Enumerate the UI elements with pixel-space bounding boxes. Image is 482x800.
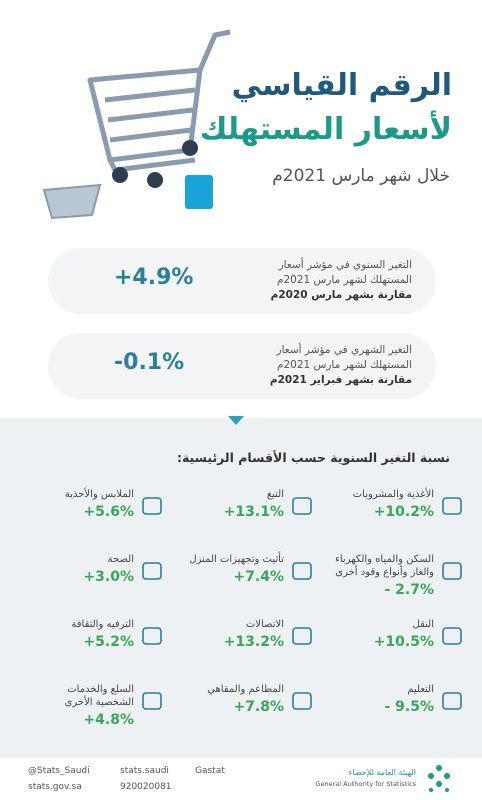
category-text: الصحة +3.0%: [83, 553, 134, 585]
category: الملابس والأحذية +5.6%: [14, 488, 164, 553]
card-text: التغير السنوي في مؤشر أسعار المستهلك لشهر…: [271, 258, 412, 303]
category: تأثيث وتجهيزات المنزل +7.4%: [164, 553, 314, 618]
category-label: السلع والخدمات الشخصية الأخرى: [64, 684, 134, 708]
org-name-en: General Authority for Statistics: [315, 780, 416, 788]
category-icon: [142, 692, 162, 710]
category-grid: الأغذية والمشروبات +10.2% التبغ +13.1% الملا…: [14, 488, 464, 748]
card-line: التغير السنوي في مؤشر أسعار: [278, 259, 412, 271]
category: الصحة +3.0%: [14, 553, 164, 618]
card-value: +4.9%: [114, 265, 194, 290]
category-icon: [142, 497, 162, 515]
category-value: +3.0%: [83, 569, 134, 585]
category-text: الترفيه والثقافة +5.2%: [71, 618, 134, 650]
category-text: الملابس والأحذية +5.6%: [65, 488, 134, 520]
title: الرقم القياسي: [231, 68, 452, 103]
category-label: التبغ: [266, 489, 284, 500]
category-label: النقل: [412, 619, 434, 630]
category-value: +5.6%: [83, 504, 134, 520]
category-value: +13.1%: [223, 504, 284, 520]
category-value: +10.5%: [373, 634, 434, 650]
org-name: الهيئة العامة للإحصاء: [348, 768, 416, 777]
category-value: - 2.7%: [384, 582, 434, 598]
category-text: التبغ +13.1%: [224, 488, 284, 520]
footer: @Stats_Saudi stats.saudi Gastat stats.go…: [0, 758, 482, 800]
summary-card: التغير السنوي في مؤشر أسعار المستهلك لشهر…: [48, 248, 436, 314]
category: السلع والخدمات الشخصية الأخرى +4.8%: [14, 683, 164, 748]
category-label: التعليم: [407, 684, 434, 695]
category-label: السكن والمياه والكهرباء والغاز وأنواع وق…: [335, 554, 434, 578]
category-icon: [292, 497, 312, 515]
card-line: مقارنة بشهر فبراير 2021م: [269, 374, 412, 386]
category: التعليم - 9.5%: [314, 683, 464, 748]
category-text: السلع والخدمات الشخصية الأخرى +4.8%: [26, 683, 134, 728]
category: الاتصالات +13.2%: [164, 618, 314, 683]
category-text: المطاعم والمقاهي +7.8%: [207, 683, 284, 715]
category-icon: [292, 692, 312, 710]
category-icon: [442, 497, 462, 515]
category-value: +7.8%: [233, 699, 284, 715]
category: التبغ +13.1%: [164, 488, 314, 553]
card-line: التغير الشهري في مؤشر أسعار: [276, 344, 412, 356]
twitter: @Stats_Saudi: [28, 766, 90, 776]
category-label: تأثيث وتجهيزات المنزل: [189, 554, 284, 565]
card-value: -0.1%: [114, 350, 185, 375]
category-value: - 9.5%: [384, 699, 434, 715]
card-text: التغير الشهري في مؤشر أسعار المستهلك لشهر…: [270, 343, 412, 388]
category-text: النقل +10.5%: [374, 618, 434, 650]
cart-illustration: [42, 29, 231, 220]
category-icon: [292, 562, 312, 580]
category: المطاعم والمقاهي +7.8%: [164, 683, 314, 748]
card-line: المستهلك لشهر مارس 2021م: [276, 359, 412, 371]
marker: [228, 416, 244, 425]
category-value: +13.2%: [223, 634, 284, 650]
category-value: +7.4%: [233, 569, 284, 585]
category-icon: [442, 562, 462, 580]
subtitle: خلال شهر مارس 2021م: [272, 166, 450, 186]
phone: 920020081: [120, 782, 172, 792]
category-icon: [142, 562, 162, 580]
facebook: stats.saudi: [120, 766, 169, 776]
category-icon: [442, 692, 462, 710]
category-label: الصحة: [107, 554, 134, 565]
section-title: نسبة التغير السنوية حسب الأقسام الرئيسية…: [176, 450, 450, 465]
website: stats.gov.sa: [28, 782, 82, 792]
category-text: الاتصالات +13.2%: [224, 618, 284, 650]
card-line: المستهلك لشهر مارس 2021م: [276, 274, 412, 286]
category-text: تأثيث وتجهيزات المنزل +7.4%: [189, 553, 284, 585]
category: الأغذية والمشروبات +10.2%: [314, 488, 464, 553]
category: الترفيه والثقافة +5.2%: [14, 618, 164, 683]
category-label: الاتصالات: [245, 619, 284, 630]
category-label: المطاعم والمقاهي: [207, 684, 284, 695]
category-icon: [292, 627, 312, 645]
card-line: مقارنة بشهر مارس 2020م: [270, 289, 412, 301]
summary-card: التغير الشهري في مؤشر أسعار المستهلك لشهر…: [48, 333, 436, 399]
category: السكن والمياه والكهرباء والغاز وأنواع وق…: [314, 553, 464, 618]
title: لأسعار المستهلك: [199, 112, 452, 147]
category-text: السكن والمياه والكهرباء والغاز وأنواع وق…: [326, 553, 434, 598]
category-value: +5.2%: [83, 634, 134, 650]
category-icon: [442, 627, 462, 645]
category-label: الملابس والأحذية: [64, 489, 134, 500]
category: النقل +10.5%: [314, 618, 464, 683]
snapchat: Gastat: [195, 766, 225, 776]
category-icon: [142, 627, 162, 645]
category-text: الأغذية والمشروبات +10.2%: [353, 488, 434, 520]
category-value: +4.8%: [83, 712, 134, 728]
category-label: الأغذية والمشروبات: [352, 489, 434, 500]
category-value: +10.2%: [373, 504, 434, 520]
category-text: التعليم - 9.5%: [384, 683, 434, 715]
category-label: الترفيه والثقافة: [71, 619, 134, 630]
section: نسبة التغير السنوية حسب الأقسام الرئيسية…: [0, 416, 482, 758]
logo: [428, 765, 450, 792]
